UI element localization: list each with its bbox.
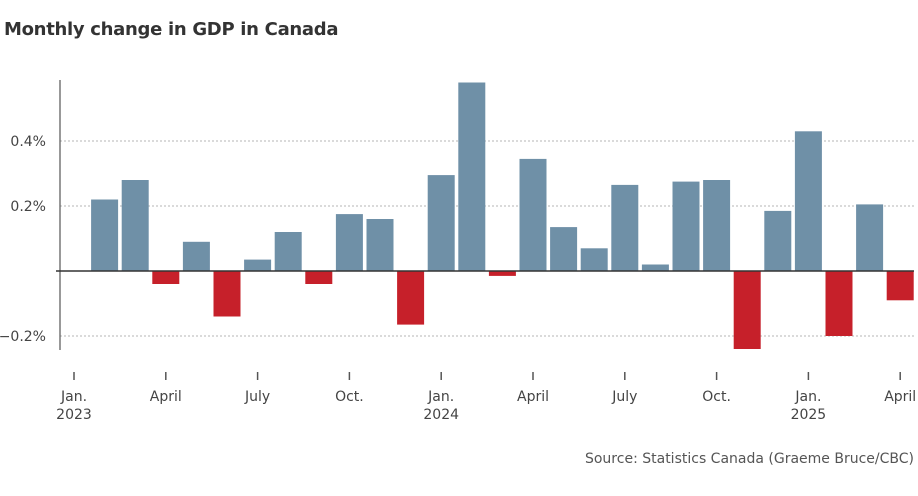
y-tick-label: 0.2% [10, 199, 46, 215]
bar-2024-12 [764, 210, 792, 271]
x-tick-label: April [884, 389, 916, 405]
bar-2023-07 [244, 259, 272, 271]
bar-2024-05 [550, 227, 578, 271]
chart-title: Monthly change in GDP in Canada [4, 19, 339, 40]
x-tick-year-label: 2023 [56, 407, 92, 423]
x-tick-label: July [244, 389, 270, 405]
bar-2023-12 [397, 271, 425, 325]
bar-2023-11 [366, 219, 394, 271]
y-tick-label: −0.2% [0, 329, 46, 345]
bar-2024-02 [458, 82, 486, 271]
bar-2023-02 [91, 199, 119, 271]
x-tick-label: Oct. [335, 389, 364, 405]
x-tick-label: July [611, 389, 637, 405]
bar-2024-01 [427, 175, 455, 271]
bar-2025-03 [856, 204, 884, 271]
bar-2023-08 [274, 232, 302, 271]
bar-2025-01 [794, 131, 822, 272]
x-tick-label: April [150, 389, 182, 405]
bar-2024-09 [672, 181, 700, 271]
bar-2024-08 [641, 264, 669, 271]
x-tick-year-label: 2025 [791, 407, 827, 423]
bar-2024-10 [703, 180, 731, 271]
bar-2023-10 [335, 214, 363, 271]
x-tick-label: Jan. [427, 389, 454, 405]
bar-2024-11 [733, 271, 761, 349]
bar-2023-05 [182, 241, 210, 272]
bar-2025-02 [825, 271, 853, 336]
source-note: Source: Statistics Canada (Graeme Bruce/… [584, 451, 914, 467]
bar-2023-04 [152, 271, 180, 284]
x-tick-label: Oct. [702, 389, 731, 405]
x-tick-label: April [517, 389, 549, 405]
bar-2023-09 [305, 271, 333, 284]
tick-labels: 0.4% 0.2% −0.2% Jan. 2023 April July Oct. Jan. 20… [0, 134, 916, 423]
bar-2023-06 [213, 271, 241, 317]
bar-2025-04 [886, 271, 914, 301]
x-tick-label: Jan. [794, 389, 821, 405]
bars [91, 82, 914, 349]
bar-2024-07 [611, 184, 639, 271]
x-tick-label: Jan. [60, 389, 87, 405]
bar-2024-06 [580, 248, 608, 272]
bar-2024-03 [488, 271, 516, 276]
bar-2023-03 [121, 180, 149, 271]
bar-2024-04 [519, 158, 547, 271]
y-tick-label: 0.4% [10, 134, 46, 150]
axes [56, 80, 914, 380]
x-tick-year-label: 2024 [423, 407, 459, 423]
